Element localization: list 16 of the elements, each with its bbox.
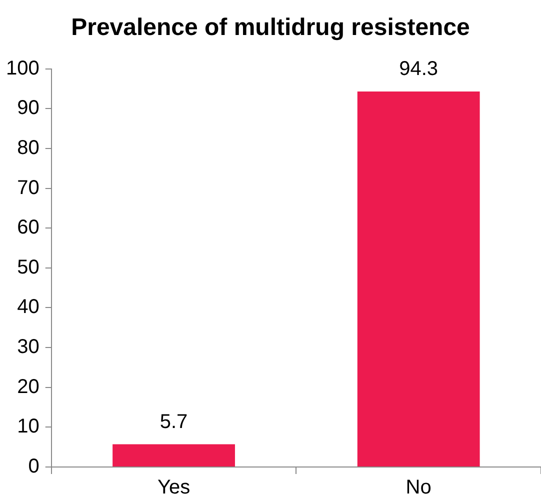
y-tick-label: 10 (17, 416, 40, 438)
x-tick-label: No (406, 476, 432, 499)
x-tick-label: Yes (157, 476, 190, 499)
y-tick-label: 30 (17, 336, 40, 358)
y-tick-label: 0 (28, 456, 40, 478)
y-tick-label: 70 (17, 176, 40, 199)
y-tick-label: 20 (17, 376, 40, 398)
y-tick-label: 50 (17, 256, 40, 278)
data-label: 5.7 (160, 410, 188, 433)
y-tick-label: 100 (6, 57, 40, 80)
y-tick-label: 80 (17, 136, 40, 159)
chart-title: Prevalence of multidrug resistence (71, 14, 470, 42)
data-label: 94.3 (399, 58, 438, 80)
y-tick-label: 90 (17, 97, 40, 120)
y-tick-label: 40 (17, 296, 40, 318)
y-tick-label: 60 (17, 216, 40, 239)
